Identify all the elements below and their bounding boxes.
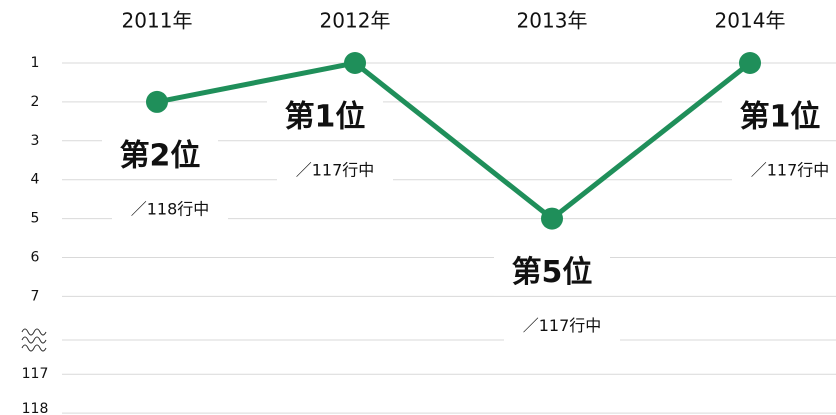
label-bg <box>102 132 218 179</box>
break-wave <box>21 328 47 336</box>
y-tick-label: 4 <box>31 172 40 188</box>
y-tick-label: 3 <box>31 133 40 149</box>
y-tick-label: 117 <box>22 366 49 382</box>
annotation-bg <box>504 312 620 341</box>
y-tick-label: 118 <box>22 401 49 415</box>
annotation: ／118行中 <box>131 199 210 218</box>
y-tick-label: 5 <box>31 211 40 227</box>
marker <box>146 90 168 113</box>
data-label: 第2位 <box>120 138 201 173</box>
x-tick-label: 2014年 <box>715 9 786 33</box>
x-tick-label: 2012年 <box>320 9 391 33</box>
y-tick-label: 7 <box>31 288 40 304</box>
marker <box>541 207 563 230</box>
marker <box>344 52 366 74</box>
annotation: ／117行中 <box>523 316 602 335</box>
y-tick-label: 1 <box>31 55 40 71</box>
y-tick-label: 2 <box>31 94 40 110</box>
break-wave <box>21 336 47 344</box>
annotation: ／117行中 <box>751 161 830 180</box>
y-tick-label: 6 <box>31 250 40 266</box>
annotation-bg <box>277 157 393 185</box>
label-bg <box>722 94 836 140</box>
x-tick-label: 2011年 <box>122 9 193 33</box>
annotation-bg <box>112 195 228 224</box>
annotation: ／117行中 <box>296 161 375 180</box>
data-label: 第1位 <box>285 100 366 135</box>
label-bg <box>494 249 610 296</box>
label-bg <box>267 94 383 140</box>
data-label: 第1位 <box>740 100 821 135</box>
annotation-bg <box>732 157 836 185</box>
x-tick-label: 2013年 <box>517 9 588 33</box>
break-wave <box>21 344 47 352</box>
marker <box>739 52 761 74</box>
data-label: 第5位 <box>512 255 593 290</box>
series-line <box>156 60 752 222</box>
axis-break <box>21 328 47 352</box>
